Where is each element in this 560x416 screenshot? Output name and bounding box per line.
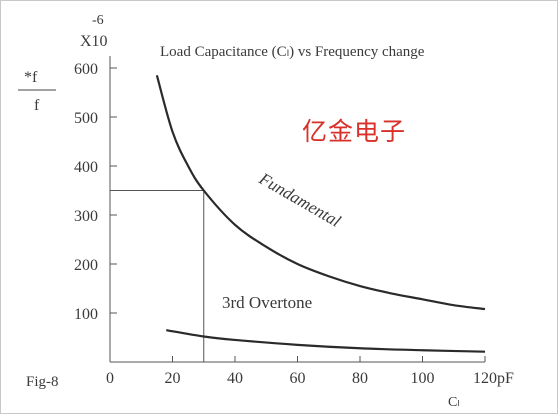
y-scale-label: X10 — [80, 33, 108, 50]
series-label-3rd-overtone: 3rd Overtone — [222, 293, 312, 312]
x-axis-label: Cₗ — [448, 395, 460, 410]
figure-label: Fig-8 — [26, 374, 59, 390]
y-label-numerator: *f — [24, 69, 38, 86]
y-tick-label: 100 — [74, 306, 98, 323]
y-tick-label: 500 — [74, 110, 98, 127]
y-label-denominator: f — [34, 97, 40, 114]
y-scale-exponent: -6 — [92, 13, 104, 28]
x-tick-label: 120pF — [473, 370, 514, 387]
x-tick-label: 100 — [411, 370, 435, 387]
series-label-fundamental: Fundamental — [255, 169, 344, 231]
chart-title: Load Capacitance (Cₗ) vs Frequency chang… — [160, 44, 425, 60]
y-tick-label: 300 — [74, 208, 98, 225]
series-line-3rd-overtone — [166, 329, 486, 353]
y-tick-label: 200 — [74, 257, 98, 274]
series-line-fundamental — [155, 75, 486, 311]
x-tick-label: 60 — [290, 370, 306, 387]
watermark-text: 亿金电子 — [302, 117, 407, 146]
x-tick-label: 80 — [352, 370, 368, 387]
x-tick-label: 40 — [227, 370, 243, 387]
x-tick-label: 0 — [106, 370, 114, 387]
x-tick-label: 20 — [165, 370, 181, 387]
y-tick-label: 600 — [74, 61, 98, 78]
y-tick-label: 400 — [74, 159, 98, 176]
